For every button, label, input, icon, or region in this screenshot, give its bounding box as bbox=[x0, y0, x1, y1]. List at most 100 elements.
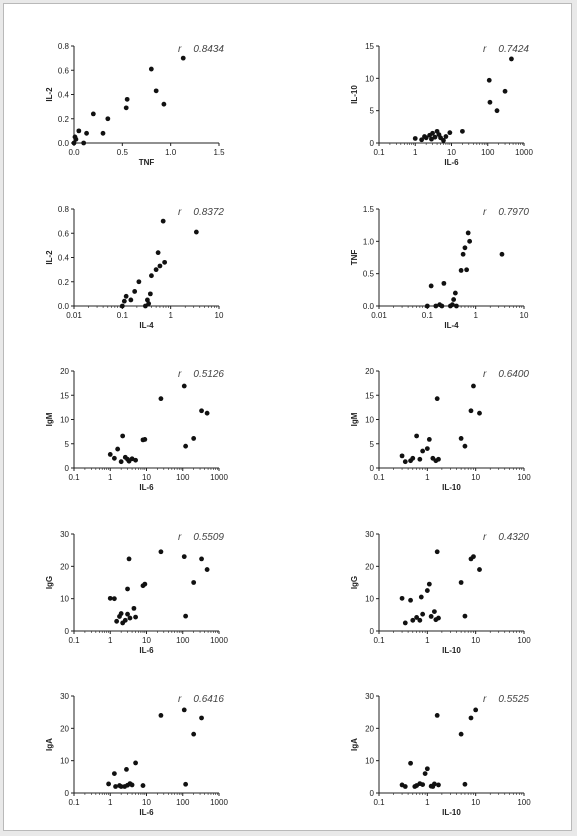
data-point bbox=[71, 140, 77, 146]
data-point bbox=[155, 250, 161, 256]
data-point bbox=[76, 128, 82, 134]
y-tick-label: 0.0 bbox=[58, 302, 70, 311]
data-point bbox=[193, 229, 199, 235]
x-axis-label: IL-6 bbox=[444, 158, 459, 167]
x-tick-label: 10 bbox=[471, 473, 480, 482]
x-tick-label: 1 bbox=[108, 636, 113, 645]
y-tick-label: 0.6 bbox=[58, 229, 70, 238]
data-point bbox=[129, 782, 135, 788]
x-tick-label: 10 bbox=[215, 311, 224, 320]
r-symbol-label: r bbox=[178, 369, 182, 380]
x-tick-label: 1 bbox=[425, 798, 430, 807]
data-point bbox=[81, 140, 87, 146]
x-tick-label: 1 bbox=[425, 473, 430, 482]
data-point bbox=[199, 715, 204, 721]
data-point bbox=[412, 136, 418, 141]
y-tick-label: 20 bbox=[365, 562, 374, 571]
data-point bbox=[158, 396, 164, 402]
y-axis-label: IgG bbox=[350, 576, 359, 589]
data-point bbox=[458, 580, 464, 585]
x-tick-label: 1000 bbox=[210, 798, 228, 807]
data-point bbox=[118, 784, 124, 789]
data-point bbox=[417, 456, 423, 462]
y-tick-label: 15 bbox=[365, 391, 374, 400]
x-axis-label: IL-4 bbox=[444, 321, 459, 330]
r-symbol-label: r bbox=[178, 694, 182, 705]
data-point bbox=[477, 567, 482, 572]
data-point bbox=[191, 731, 197, 737]
x-tick-label: 1000 bbox=[210, 636, 228, 645]
data-point bbox=[113, 784, 118, 789]
x-tick-label: 10 bbox=[142, 636, 151, 645]
x-tick-label: 0.0 bbox=[68, 148, 80, 157]
x-tick-label: 0.5 bbox=[117, 148, 129, 157]
data-point bbox=[460, 251, 466, 257]
data-point bbox=[402, 459, 408, 465]
x-axis-label: IL-6 bbox=[139, 646, 154, 655]
y-tick-label: 10 bbox=[60, 416, 69, 425]
y-tick-label: 0.0 bbox=[363, 302, 375, 311]
y-tick-label: 0 bbox=[65, 627, 70, 636]
chart-panel: 0 5 10 15 20 0.1 1 10 100 IL-10 IgM r 0.6400 bbox=[4, 4, 573, 832]
y-axis-label: IgG bbox=[45, 576, 54, 589]
x-tick-label: 10 bbox=[142, 798, 151, 807]
y-tick-label: 0 bbox=[370, 139, 375, 148]
r-value-label: 0.6416 bbox=[193, 694, 224, 705]
y-tick-label: 30 bbox=[365, 530, 374, 539]
y-axis-label: IgM bbox=[350, 412, 359, 426]
data-point bbox=[399, 453, 405, 459]
r-value-label: 0.8372 bbox=[193, 207, 224, 218]
y-axis-label: IgA bbox=[45, 738, 54, 751]
y-tick-label: 10 bbox=[60, 595, 69, 604]
y-tick-label: 1.0 bbox=[363, 237, 375, 246]
x-tick-label: 1 bbox=[473, 311, 478, 320]
r-symbol-label: r bbox=[178, 532, 182, 543]
x-axis-label: IL-10 bbox=[442, 483, 461, 492]
figure-frame: 0.0 0.2 0.4 0.6 0.8 0.0 0.5 1.0 1.5 TNF IL-2 r 0.843… bbox=[3, 3, 572, 831]
y-tick-label: 10 bbox=[365, 595, 374, 604]
data-point bbox=[120, 433, 126, 439]
data-point bbox=[420, 448, 426, 454]
y-tick-label: 0.8 bbox=[58, 42, 70, 51]
scatter-plot: 0 5 10 15 20 0.1 1 10 100 IL-10 IgM r 0.6400 bbox=[350, 367, 531, 492]
data-point bbox=[464, 267, 470, 273]
y-tick-label: 5 bbox=[370, 107, 375, 116]
data-point bbox=[180, 55, 186, 61]
scatter-plot: 0.0 0.5 1.0 1.5 0.01 0.1 1 10 IL-4 TNF r 0.7970 bbox=[350, 205, 529, 330]
y-tick-label: 5 bbox=[370, 440, 375, 449]
scatter-plot: 0.0 0.2 0.4 0.6 0.8 0.0 0.5 1.0 1.5 TNF IL-2 r 0.843… bbox=[45, 42, 225, 167]
data-point bbox=[100, 130, 106, 136]
data-point bbox=[429, 136, 434, 142]
x-tick-label: 0.1 bbox=[68, 636, 80, 645]
data-point bbox=[417, 617, 423, 623]
data-point bbox=[136, 279, 142, 285]
x-tick-label: 1 bbox=[108, 798, 113, 807]
data-point bbox=[140, 783, 146, 788]
r-symbol-label: r bbox=[483, 207, 487, 218]
data-point bbox=[449, 302, 455, 308]
chart-panel: 0.0 0.5 1.0 1.5 0.01 0.1 1 10 IL-4 TNF r 0.7970 bbox=[4, 4, 573, 832]
r-value-label: 0.5525 bbox=[498, 694, 529, 705]
chart-panel: 0 10 20 30 0.1 1 10 10 0 IL-10 IgA r 0.5525 bbox=[4, 4, 573, 832]
y-tick-label: 1.5 bbox=[363, 205, 375, 214]
data-point bbox=[191, 436, 197, 441]
y-tick-label: 0.2 bbox=[58, 278, 70, 287]
data-point bbox=[73, 136, 79, 142]
x-tick-label: 1000 bbox=[515, 148, 533, 157]
data-point bbox=[418, 594, 424, 600]
data-point bbox=[142, 436, 148, 442]
y-tick-label: 15 bbox=[365, 42, 374, 51]
x-tick-label: 0.01 bbox=[66, 311, 82, 320]
y-tick-label: 20 bbox=[365, 367, 374, 376]
r-value-label: 0.7424 bbox=[498, 44, 529, 55]
data-point bbox=[118, 459, 124, 465]
data-point bbox=[132, 289, 138, 294]
data-point bbox=[454, 303, 459, 309]
data-point bbox=[423, 135, 429, 141]
chart-panel: 0 10 20 30 0.1 1 10 100 1000 IL-6 IgG r 0.5509 bbox=[4, 4, 573, 832]
x-axis-label: IL-10 bbox=[442, 646, 461, 655]
data-point bbox=[133, 760, 138, 766]
y-axis-label: IgA bbox=[350, 738, 359, 751]
data-point bbox=[452, 290, 458, 296]
x-tick-label: 1 bbox=[108, 473, 113, 482]
